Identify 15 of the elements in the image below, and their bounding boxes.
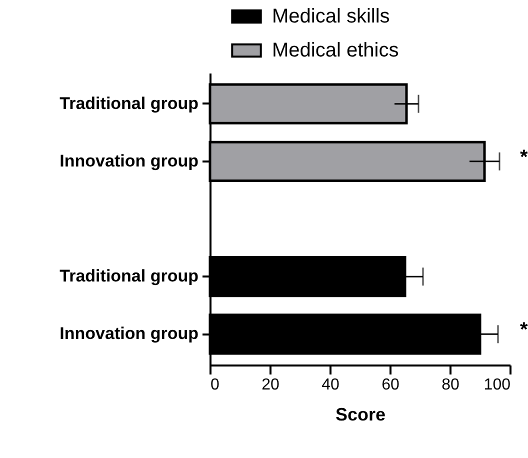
text: * xyxy=(520,319,528,342)
legend-label: Medical skills xyxy=(272,6,390,28)
x-tick-label: 100 xyxy=(484,376,511,394)
x-tick-label: 80 xyxy=(442,376,460,394)
x-tick-label: 60 xyxy=(382,376,400,394)
x-tick-label: 0 xyxy=(210,376,220,394)
y-tick-label: Traditional group xyxy=(60,266,198,286)
y-tick-label: Innovation group xyxy=(60,324,198,344)
x-tick-label: 40 xyxy=(322,376,340,394)
x-tick-label: 20 xyxy=(262,376,280,394)
x-axis-title: Score xyxy=(335,404,386,424)
y-tick-label: Traditional group xyxy=(60,94,198,113)
text: * xyxy=(520,146,528,168)
legend-label: Medical ethics xyxy=(272,40,399,62)
y-tick-label: Innovation group xyxy=(60,151,198,170)
